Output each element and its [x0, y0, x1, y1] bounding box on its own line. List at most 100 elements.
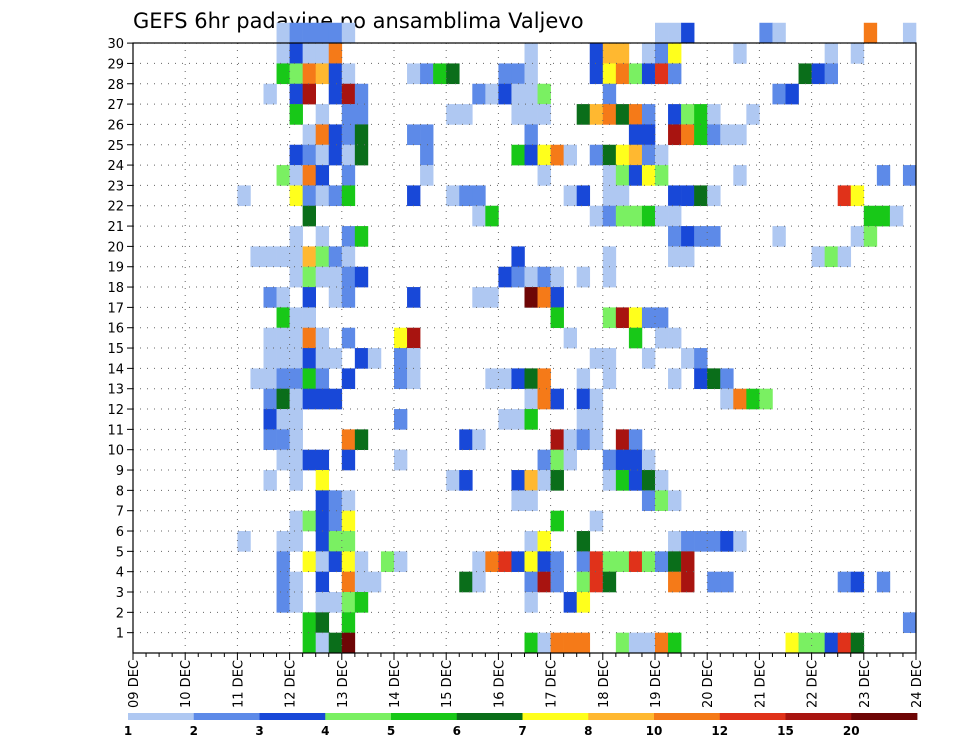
x-tick-label: 13 DEC	[336, 660, 351, 708]
heatmap-cell	[315, 266, 330, 288]
heatmap-cell	[354, 592, 369, 613]
legend-swatch	[588, 713, 655, 720]
heatmap-cell	[446, 185, 460, 207]
heatmap-cell	[407, 287, 421, 308]
heatmap-cell	[524, 287, 538, 308]
heatmap-cell	[289, 266, 303, 288]
heatmap-cell	[720, 388, 734, 410]
heatmap-cell	[641, 470, 656, 491]
heatmap-cell	[302, 348, 316, 369]
heatmap-cell	[459, 185, 473, 207]
heatmap-cell	[289, 470, 303, 491]
heatmap-cell	[850, 43, 865, 64]
heatmap-cell	[733, 531, 747, 552]
heatmap-cell	[537, 287, 551, 308]
heatmap-cell	[341, 266, 356, 288]
heatmap-cell	[589, 144, 604, 166]
x-tick-label: 17 DEC	[545, 660, 560, 708]
heatmap-cell	[302, 124, 316, 146]
heatmap-cell	[485, 551, 499, 572]
heatmap-cell	[824, 43, 838, 64]
heatmap-cell	[341, 510, 356, 532]
heatmap-cell	[459, 429, 473, 450]
chart-title: GEFS 6hr padavine po ansamblima Valjevo	[133, 9, 584, 33]
heatmap-cell	[798, 63, 812, 85]
heatmap-cell	[511, 104, 525, 125]
y-tick-label: 19	[107, 261, 124, 276]
heatmap-cell	[289, 165, 303, 186]
heatmap-cell	[328, 287, 343, 308]
y-tick-label: 12	[107, 403, 124, 418]
heatmap-cell	[576, 388, 591, 410]
heatmap-cell	[263, 388, 277, 410]
heatmap-cell	[485, 83, 499, 105]
heatmap-cell	[485, 205, 499, 227]
heatmap-cell	[250, 368, 264, 390]
heatmap-cell	[668, 490, 682, 511]
x-tick-label: 18 DEC	[597, 660, 612, 708]
heatmap-cell	[302, 287, 316, 308]
heatmap-cell	[772, 83, 786, 105]
heatmap-cell	[850, 185, 865, 207]
heatmap-cell	[602, 449, 617, 471]
heatmap-cell	[537, 571, 551, 593]
heatmap-cell	[315, 165, 330, 186]
heatmap-cell	[694, 104, 708, 125]
heatmap-cell	[889, 205, 904, 227]
heatmap-cell	[681, 531, 695, 552]
heatmap-cell	[341, 124, 356, 146]
heatmap-cell	[576, 592, 591, 613]
heatmap-cell	[811, 246, 825, 268]
heatmap-cell	[328, 246, 343, 268]
heatmap-cell	[472, 287, 486, 308]
heatmap-cell	[589, 104, 604, 125]
heatmap-cell	[694, 185, 708, 207]
heatmap-cell	[668, 368, 682, 390]
heatmap-cell	[628, 327, 643, 349]
heatmap-cell	[407, 185, 421, 207]
heatmap-cell	[354, 429, 369, 450]
legend-swatch	[128, 713, 195, 720]
heatmap-cell	[276, 287, 290, 308]
heatmap-cell	[655, 165, 669, 186]
heatmap-cell	[276, 449, 290, 471]
heatmap-cell	[511, 368, 525, 390]
heatmap-cell	[589, 571, 604, 593]
heatmap-cell	[315, 246, 330, 268]
heatmap-cell	[707, 226, 721, 247]
x-tick-label: 12 DEC	[284, 660, 299, 708]
heatmap-cell	[302, 551, 316, 572]
heatmap-cell	[772, 22, 786, 44]
heatmap-cell	[589, 429, 604, 450]
heatmap-cell	[524, 551, 538, 572]
heatmap-cell	[328, 348, 343, 369]
heatmap-cell	[824, 63, 838, 85]
heatmap-cell	[668, 246, 682, 268]
heatmap-cell	[302, 368, 316, 390]
heatmap-cell	[511, 83, 525, 105]
heatmap-cell	[668, 104, 682, 125]
heatmap-cell	[289, 449, 303, 471]
heatmap-cell	[263, 368, 277, 390]
heatmap-cell	[785, 83, 799, 105]
heatmap-cell	[602, 43, 617, 64]
y-tick-label: 18	[107, 281, 124, 296]
heatmap-cell	[668, 327, 682, 349]
heatmap-cell	[498, 409, 512, 430]
heatmap-cell	[237, 531, 251, 552]
heatmap-cell	[315, 632, 330, 654]
heatmap-cell	[354, 348, 369, 369]
heatmap-cell	[341, 104, 356, 125]
heatmap-cell	[524, 124, 538, 146]
heatmap-cell	[302, 266, 316, 288]
heatmap-cell	[328, 63, 343, 85]
heatmap-cell	[472, 571, 486, 593]
heatmap-cell	[289, 571, 303, 593]
legend-swatch	[654, 713, 721, 720]
heatmap-cell	[524, 632, 538, 654]
heatmap-cell	[315, 449, 330, 471]
heatmap-cell	[720, 368, 734, 390]
heatmap-cell	[433, 63, 447, 85]
heatmap-cell	[289, 409, 303, 430]
